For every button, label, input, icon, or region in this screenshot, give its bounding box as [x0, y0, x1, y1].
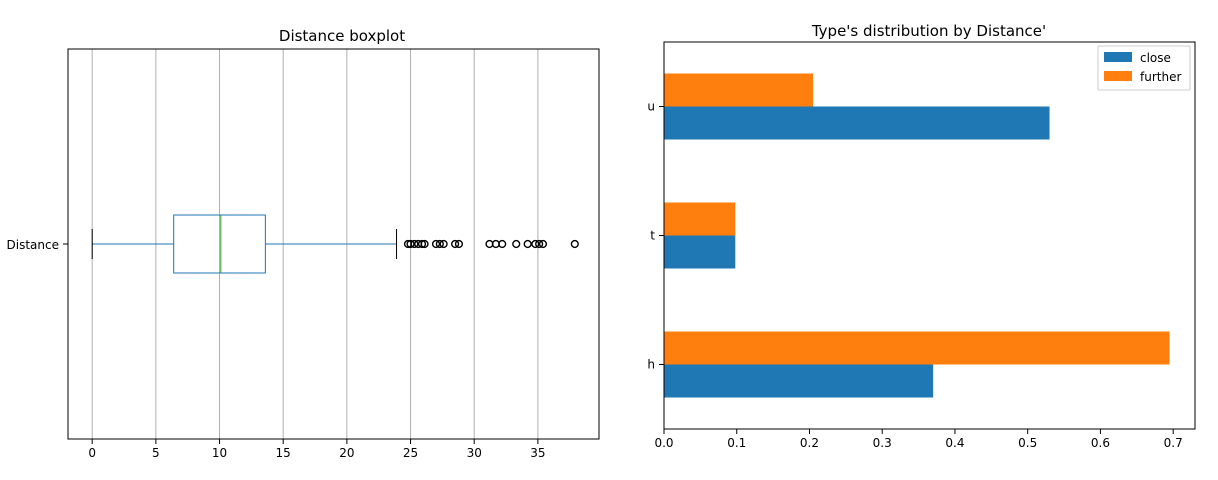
bar-legend: close further: [1097, 45, 1191, 91]
boxplot-x-tick-label: 20: [339, 446, 354, 460]
boxplot-x-tick-label: 30: [467, 446, 482, 460]
bar-marks: [664, 73, 1170, 398]
bar-x-ticks: 0.0 0.1 0.2 0.3 0.4 0.5 0.6 0.7: [654, 429, 1183, 450]
bar-close-h: [664, 364, 934, 398]
legend-label-close: close: [1140, 51, 1171, 65]
boxplot-outlier: [538, 239, 548, 249]
boxplot-x-tick-label: 25: [403, 446, 418, 460]
boxplot-x-ticks: 0 5 10 15 20 25 30 35: [88, 439, 546, 460]
boxplot-title: Distance boxplot: [279, 27, 405, 45]
bar-close-u: [664, 106, 1050, 140]
boxplot-category-label: Distance: [7, 238, 59, 252]
bar-x-tick-label: 0.1: [727, 436, 746, 450]
bar-x-tick-label: 0.6: [1091, 436, 1110, 450]
boxplot-outlier: [531, 239, 540, 249]
boxplot-outlier: [406, 239, 415, 249]
legend-swatch-close: [1104, 52, 1132, 62]
bar-x-tick-label: 0.0: [654, 436, 673, 450]
boxplot-outlier: [410, 239, 419, 249]
bar-y-ticks: h t u: [647, 100, 664, 372]
boxplot-marks: [91, 214, 579, 274]
bar-x-tick-label: 0.3: [873, 436, 892, 450]
bar-x-tick-label: 0.5: [1018, 436, 1037, 450]
boxplot-outlier: [435, 239, 444, 249]
boxplot-outlier: [523, 239, 532, 249]
boxplot-x-tick-label: 5: [152, 446, 160, 460]
bar-further-h: [664, 331, 1170, 365]
boxplot-outlier: [420, 239, 429, 249]
boxplot-outlier: [417, 239, 427, 249]
boxplot-x-tick-label: 15: [276, 446, 291, 460]
boxplot-outlier: [451, 239, 460, 249]
bar-x-tick-label: 0.2: [800, 436, 819, 450]
boxplot-outlier: [454, 239, 464, 249]
bar-chart-frame: [663, 41, 1196, 430]
bar-category-label: h: [647, 358, 655, 372]
boxplot-outlier: [512, 239, 521, 249]
boxplot-box: [173, 214, 266, 274]
boxplot-outlier: [431, 239, 441, 249]
boxplot-x-tick-label: 35: [530, 446, 545, 460]
bar-chart-title: Type's distribution by Distance': [811, 22, 1046, 40]
distance-boxplot-chart: Distance boxplot 0 5 10 15 20 25 30 35 Distance: [7, 27, 600, 460]
bar-x-tick-label: 0.7: [1164, 436, 1183, 450]
boxplot-outlier: [535, 239, 544, 249]
bar-further-t: [664, 202, 736, 236]
boxplot-outlier: [570, 239, 579, 249]
boxplot-outlier: [498, 239, 507, 249]
bar-category-label: u: [647, 100, 655, 114]
boxplot-x-tick-label: 0: [88, 446, 96, 460]
boxplot-frame: [67, 48, 600, 440]
bar-close-t: [664, 235, 736, 269]
boxplot-x-tick-label: 10: [212, 446, 227, 460]
legend-swatch-further: [1104, 71, 1132, 81]
type-distribution-bar-chart: Type's distribution by Distance' 0.0 0.1 0…: [647, 22, 1196, 450]
bar-further-u: [664, 73, 814, 107]
bar-x-tick-label: 0.4: [945, 436, 964, 450]
boxplot-outlier: [439, 239, 448, 249]
legend-label-further: further: [1140, 70, 1181, 84]
bar-category-label: t: [650, 229, 655, 243]
